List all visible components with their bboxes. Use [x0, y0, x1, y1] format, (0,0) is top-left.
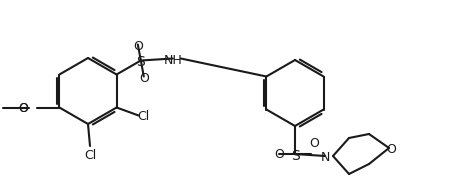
Text: N: N [320, 151, 330, 164]
Text: Cl: Cl [138, 111, 150, 124]
Text: O: O [309, 137, 319, 150]
Text: Cl: Cl [84, 149, 96, 162]
Text: O: O [19, 102, 28, 115]
Text: NH: NH [163, 54, 182, 67]
Text: S: S [137, 55, 145, 69]
Text: O: O [19, 102, 28, 115]
Text: O: O [386, 143, 396, 156]
Text: O: O [139, 71, 149, 84]
Text: O: O [133, 39, 143, 52]
Text: O: O [274, 148, 284, 161]
Text: S: S [291, 149, 300, 162]
